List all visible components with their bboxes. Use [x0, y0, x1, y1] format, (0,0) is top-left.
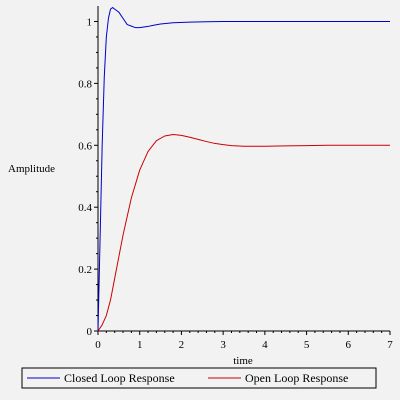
y-tick-label: 0.4	[78, 202, 92, 214]
axes	[97, 6, 390, 332]
legend: Closed Loop Response Open Loop Response	[21, 367, 377, 389]
x-tick-label: 1	[137, 339, 143, 351]
legend-label-open-loop: Open Loop Response	[245, 371, 348, 385]
x-tick-label: 0	[95, 339, 101, 351]
y-tick-label: 0.6	[78, 140, 92, 152]
x-tick-label: 3	[220, 339, 226, 351]
y-tick-label: 0	[87, 326, 93, 338]
x-tick-label: 7	[387, 339, 393, 351]
y-axis-ticks: 0 0.2 0.4 0.6 0.8 1	[78, 16, 98, 338]
x-tick-label: 6	[346, 339, 352, 351]
series-line-open-loop	[97, 133, 390, 332]
y-tick-label: 0.2	[78, 264, 92, 276]
x-tick-label: 2	[179, 339, 185, 351]
x-axis-ticks: 0 1 2 3 4 5 6 7	[95, 331, 393, 351]
x-axis-title: time	[233, 355, 253, 367]
x-tick-label: 5	[304, 339, 310, 351]
y-tick-label: 0.8	[78, 78, 92, 90]
y-axis-title: Amplitude	[8, 163, 55, 175]
series-line-closed-loop	[97, 7, 390, 332]
x-tick-label: 4	[262, 339, 268, 351]
y-tick-label: 1	[87, 16, 93, 28]
series-layer	[97, 7, 390, 332]
legend-label-closed-loop: Closed Loop Response	[64, 371, 175, 385]
legend-box	[21, 367, 377, 389]
